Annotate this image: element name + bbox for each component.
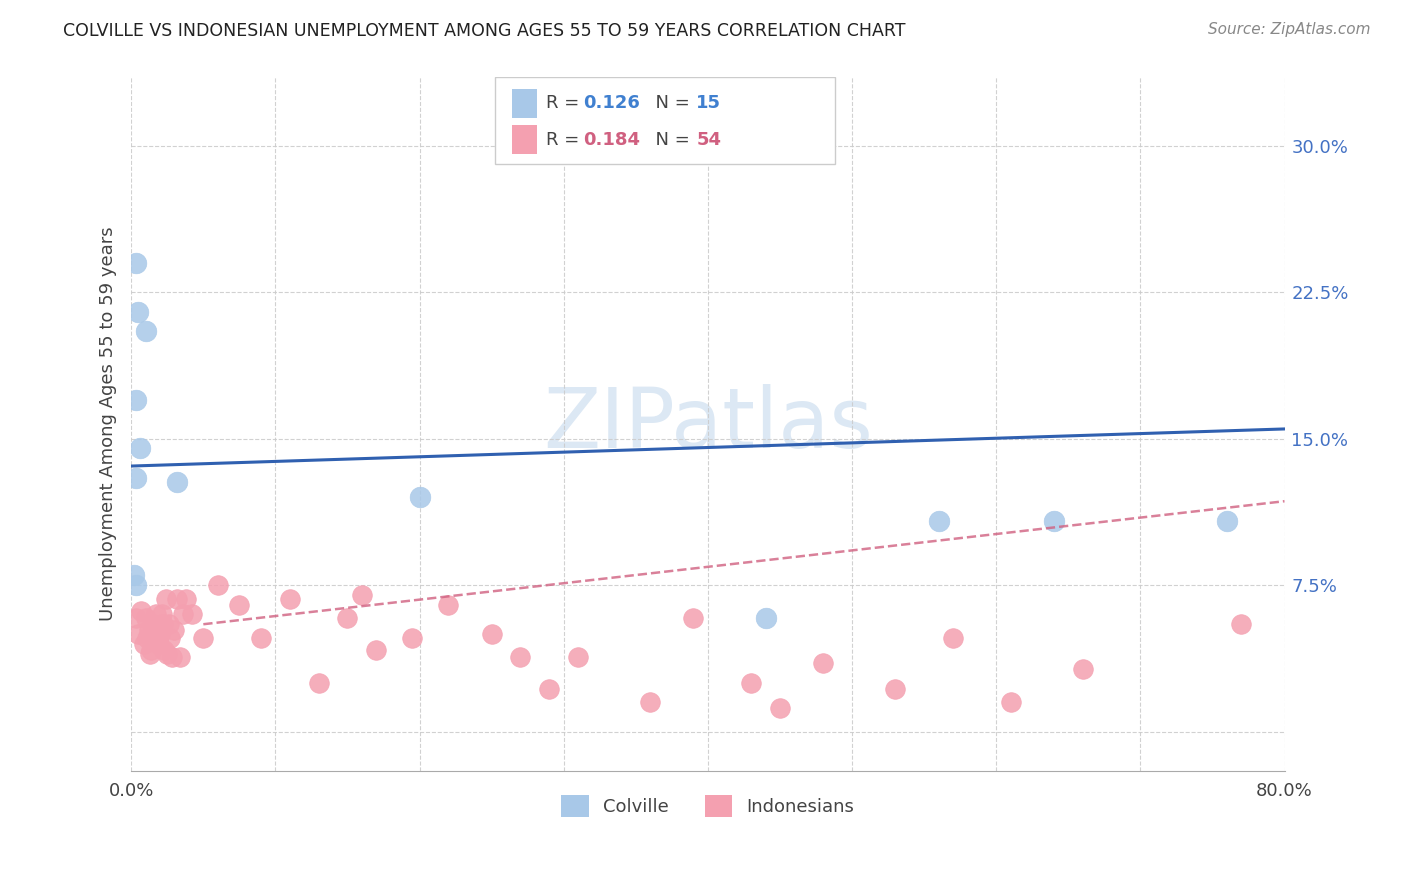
Point bbox=[401, 631, 423, 645]
Point bbox=[336, 611, 359, 625]
Text: 15: 15 bbox=[696, 95, 721, 112]
Point bbox=[682, 611, 704, 625]
Text: R =: R = bbox=[547, 95, 585, 112]
Text: N =: N = bbox=[644, 95, 696, 112]
Point bbox=[145, 607, 167, 622]
Point bbox=[143, 631, 166, 645]
FancyBboxPatch shape bbox=[512, 126, 537, 154]
Point bbox=[136, 631, 159, 645]
Point bbox=[142, 617, 165, 632]
Point bbox=[139, 647, 162, 661]
Point bbox=[481, 627, 503, 641]
Point bbox=[152, 617, 174, 632]
Point bbox=[250, 631, 273, 645]
Text: ZIPatlas: ZIPatlas bbox=[543, 384, 873, 465]
Point bbox=[159, 631, 181, 645]
Legend: Colville, Indonesians: Colville, Indonesians bbox=[554, 788, 862, 824]
Text: R =: R = bbox=[547, 131, 585, 149]
Point bbox=[131, 603, 153, 617]
Point bbox=[228, 598, 250, 612]
Point bbox=[1230, 617, 1253, 632]
Point bbox=[538, 681, 561, 696]
Point bbox=[149, 627, 172, 641]
Point bbox=[124, 392, 146, 407]
Point bbox=[163, 623, 186, 637]
Point bbox=[811, 657, 834, 671]
Point bbox=[127, 627, 149, 641]
Text: 0.184: 0.184 bbox=[583, 131, 640, 149]
Point bbox=[124, 256, 146, 270]
Point bbox=[122, 568, 145, 582]
Point bbox=[124, 578, 146, 592]
Point bbox=[408, 491, 430, 505]
Point bbox=[754, 611, 776, 625]
Point bbox=[150, 607, 173, 622]
Point bbox=[172, 607, 194, 622]
Text: Source: ZipAtlas.com: Source: ZipAtlas.com bbox=[1208, 22, 1371, 37]
Point bbox=[942, 631, 965, 645]
Point bbox=[1043, 514, 1066, 528]
Point bbox=[146, 623, 169, 637]
Point bbox=[166, 475, 188, 489]
Point bbox=[134, 637, 156, 651]
Point bbox=[127, 305, 149, 319]
Point bbox=[169, 650, 191, 665]
Text: COLVILLE VS INDONESIAN UNEMPLOYMENT AMONG AGES 55 TO 59 YEARS CORRELATION CHART: COLVILLE VS INDONESIAN UNEMPLOYMENT AMON… bbox=[63, 22, 905, 40]
Point bbox=[350, 588, 373, 602]
Point bbox=[1216, 514, 1239, 528]
Point bbox=[180, 607, 202, 622]
Point bbox=[124, 471, 146, 485]
Point bbox=[1071, 662, 1094, 676]
Text: 54: 54 bbox=[696, 131, 721, 149]
Point bbox=[638, 695, 661, 709]
Point bbox=[207, 578, 229, 592]
Point bbox=[567, 650, 589, 665]
Point bbox=[138, 623, 160, 637]
Point bbox=[193, 631, 215, 645]
Point bbox=[308, 675, 330, 690]
Point bbox=[153, 642, 176, 657]
Point bbox=[509, 650, 531, 665]
Point bbox=[157, 617, 180, 632]
Point bbox=[135, 611, 157, 625]
Point bbox=[740, 675, 762, 690]
Text: 0.126: 0.126 bbox=[583, 95, 640, 112]
Point bbox=[148, 637, 170, 651]
FancyBboxPatch shape bbox=[495, 78, 835, 164]
Point bbox=[437, 598, 460, 612]
Point bbox=[141, 642, 163, 657]
Point bbox=[1360, 158, 1382, 172]
FancyBboxPatch shape bbox=[512, 88, 537, 118]
Point bbox=[156, 647, 179, 661]
Point bbox=[124, 611, 146, 625]
Y-axis label: Unemployment Among Ages 55 to 59 years: Unemployment Among Ages 55 to 59 years bbox=[100, 227, 117, 622]
Point bbox=[884, 681, 907, 696]
Point bbox=[166, 591, 188, 606]
Point bbox=[366, 642, 388, 657]
Point bbox=[1000, 695, 1022, 709]
Point bbox=[135, 324, 157, 338]
Point bbox=[278, 591, 301, 606]
Point bbox=[174, 591, 197, 606]
Point bbox=[928, 514, 950, 528]
Point bbox=[129, 442, 152, 456]
Point bbox=[769, 701, 792, 715]
Point bbox=[155, 591, 177, 606]
Text: N =: N = bbox=[644, 131, 696, 149]
Point bbox=[160, 650, 183, 665]
